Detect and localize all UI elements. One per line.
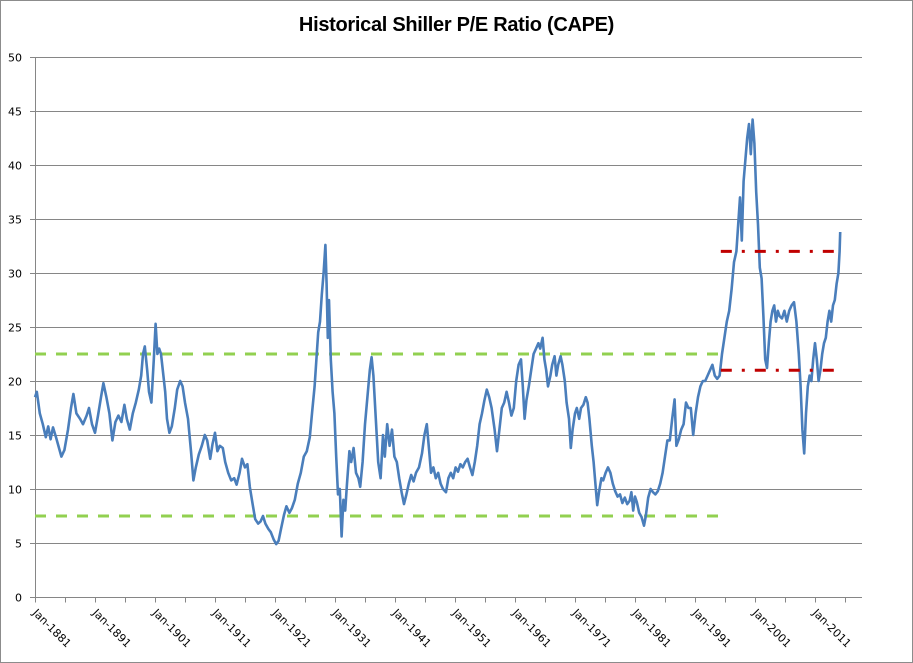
x-tick-label: Jan-2011 [809,606,853,650]
x-tick-label: Jan-1991 [689,606,733,650]
y-axis: 0 5 10 15 20 25 30 35 40 45 50 [8,52,36,605]
y-tick-label: 25 [8,322,22,335]
x-tick-label: Jan-1961 [509,606,553,650]
x-tick-label: Jan-1951 [449,606,493,650]
y-tick-label: 0 [15,592,22,605]
x-tick-label: Jan-1931 [329,606,373,650]
x-tick-label: Jan-1981 [629,606,673,650]
x-tick-label: Jan-1971 [569,606,613,650]
chart-title: Historical Shiller P/E Ratio (CAPE) [298,14,615,36]
x-tick-label: Jan-1921 [269,606,313,650]
y-tick-label: 35 [8,214,22,227]
x-tick-label: Jan-1901 [149,606,193,650]
y-tick-label: 40 [8,160,22,173]
cape-line [33,118,842,546]
gridlines [35,57,862,544]
x-tick-label: Jan-1891 [89,606,133,650]
x-tick-label: Jan-1941 [389,606,433,650]
y-tick-label: 15 [8,430,22,443]
series-group [33,118,842,546]
x-axis: Jan-1881 Jan-1891 Jan-1901 Jan-1911 Jan-1921… [29,597,862,650]
x-tick-label: Jan-1881 [29,606,73,650]
y-tick-label: 50 [8,52,22,65]
y-tick-label: 20 [8,376,22,389]
y-tick-label: 10 [8,484,22,497]
y-tick-label: 5 [15,538,22,551]
x-tick-label: Jan-2001 [749,606,793,650]
x-tick-label: Jan-1911 [209,606,253,650]
y-tick-label: 30 [8,268,22,281]
y-tick-label: 45 [8,106,22,119]
